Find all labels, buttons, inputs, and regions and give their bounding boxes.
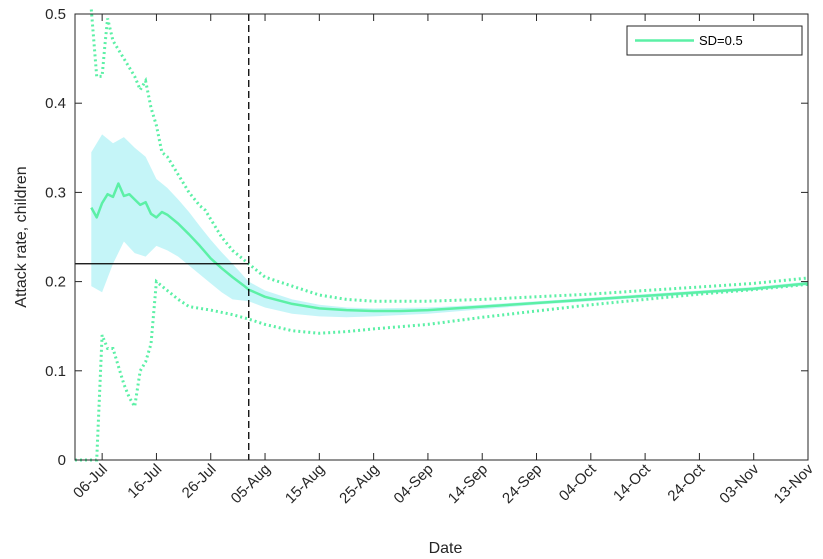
upper-dotted-line — [89, 9, 809, 303]
y-axis-title: Attack rate, children — [13, 166, 30, 307]
axes-box — [74, 13, 809, 461]
plot-area — [75, 9, 809, 462]
reference-lines — [75, 14, 250, 460]
y-tick-label: 0.2 — [45, 274, 66, 291]
y-tick-label: 0.1 — [45, 363, 66, 380]
y-tick-label: 0 — [58, 452, 66, 469]
lower-dotted-line — [75, 278, 809, 462]
y-tick-label: 0.5 — [45, 6, 66, 23]
y-tick-label: 0.4 — [45, 95, 66, 112]
series-line-mean — [90, 182, 809, 313]
legend-label: SD=0.5 — [699, 33, 743, 48]
y-tick-label: 0.3 — [45, 184, 66, 201]
legend: SD=0.5 — [626, 25, 803, 56]
x-axis-title: Date — [429, 540, 463, 557]
